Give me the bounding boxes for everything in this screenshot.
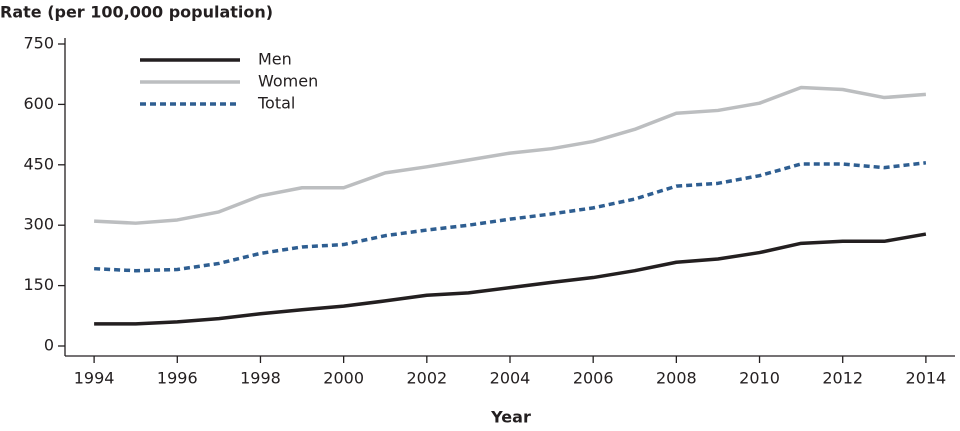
- x-tick-label: 2010: [739, 369, 780, 388]
- x-axis-label: Year: [490, 408, 531, 427]
- x-tick-label: 2012: [822, 369, 863, 388]
- x-tick-label: 2008: [656, 369, 697, 388]
- x-tick-label: 2000: [323, 369, 364, 388]
- x-tick-label: 2002: [406, 369, 447, 388]
- y-tick-label: 300: [23, 215, 54, 234]
- x-tick-label: 2004: [490, 369, 531, 388]
- x-tick-label: 2006: [573, 369, 614, 388]
- series-line: [94, 85, 927, 225]
- x-tick-label: 2014: [906, 369, 947, 388]
- series-line: [94, 232, 927, 326]
- y-tick-label: 600: [23, 94, 54, 113]
- y-tick-label: 450: [23, 154, 54, 173]
- series-line: [94, 161, 927, 273]
- x-tick-label: 1996: [157, 369, 198, 388]
- x-tick-label: 1998: [240, 369, 281, 388]
- legend-label: Men: [258, 50, 292, 69]
- y-tick-label: 0: [44, 336, 54, 355]
- y-axis-label: Rate (per 100,000 population): [0, 3, 273, 22]
- y-tick-label: 150: [23, 275, 54, 294]
- legend-label: Total: [257, 94, 295, 113]
- legend-label: Women: [258, 72, 318, 91]
- x-tick-label: 1994: [74, 369, 115, 388]
- y-tick-label: 750: [23, 34, 54, 53]
